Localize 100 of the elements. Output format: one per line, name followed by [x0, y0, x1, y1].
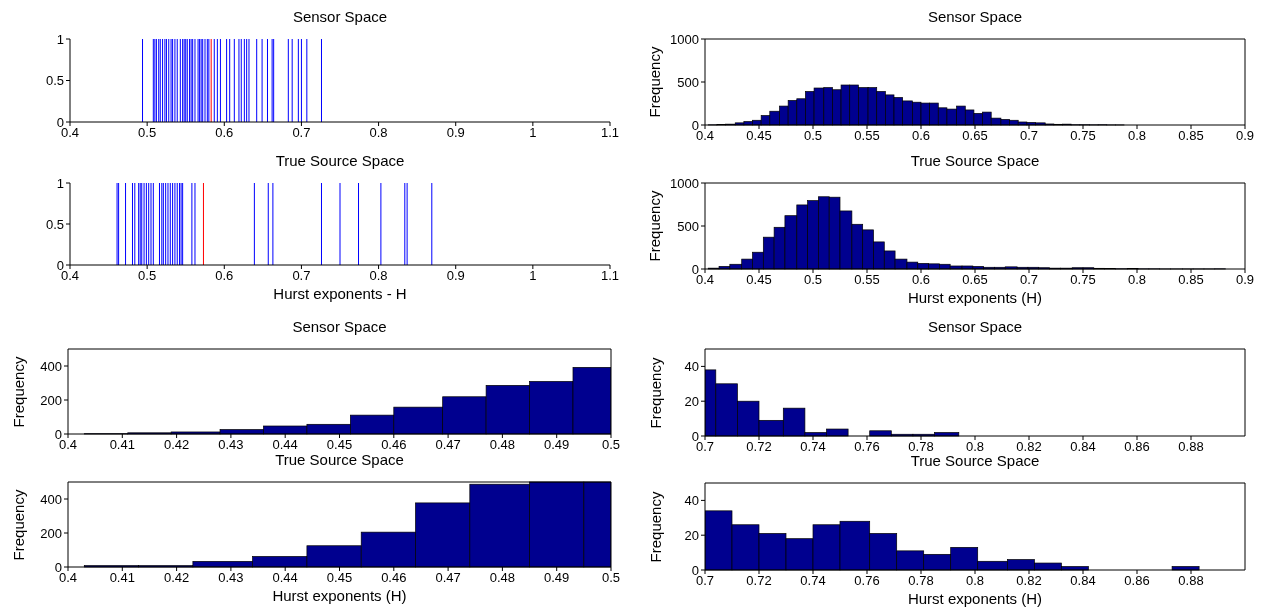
x-axis-title: Hurst exponents (H): [907, 590, 1043, 607]
x-tick-label: 0.78: [908, 439, 934, 455]
x-tick-label: 0.84: [1070, 573, 1096, 589]
x-tick-label: 0.43: [218, 437, 244, 453]
y-tick-label: 1000: [670, 175, 699, 191]
chart-title: Sensor Space: [927, 8, 1023, 25]
x-tick-label: 0.45: [746, 128, 772, 144]
x-tick-label: 1: [529, 268, 537, 284]
y-tick-label: 20: [684, 393, 699, 409]
x-tick-label: 0.41: [109, 570, 135, 586]
x-tick-label: 0.85: [1178, 128, 1204, 144]
y-axis-title: Frequency: [646, 491, 663, 562]
y-axis-title: Frequency: [646, 190, 663, 262]
y-tick-label: 20: [684, 527, 699, 543]
x-tick-label: 0.42: [163, 437, 190, 453]
x-tick-label: 0.8: [965, 439, 985, 455]
chart-title: Sensor Space: [292, 318, 387, 335]
x-axis-title: Hurst exponents - H: [273, 285, 407, 302]
x-tick-label: 0.8: [965, 573, 985, 589]
x-tick-label: 0.46: [381, 437, 407, 453]
x-tick-label: 0.5: [803, 128, 823, 144]
x-tick-label: 0.6: [911, 128, 931, 144]
y-tick-label: 1000: [670, 31, 699, 47]
x-tick-label: 0.49: [544, 437, 570, 453]
x-tick-label: 0.9: [1235, 272, 1255, 288]
x-tick-label: 0.78: [908, 573, 934, 589]
x-tick-label: 0.42: [163, 570, 190, 586]
x-tick-label: 0.55: [854, 128, 880, 144]
x-axis-title: Hurst exponents (H): [907, 289, 1043, 306]
y-tick-label: 200: [40, 525, 62, 541]
x-tick-label: 0.8: [369, 125, 388, 141]
x-tick-label: 0.75: [1070, 128, 1096, 144]
x-tick-label: 0.44: [272, 570, 298, 586]
x-tick-label: 0.7: [1019, 272, 1039, 288]
y-tick-label: 500: [677, 218, 699, 234]
x-tick-label: 0.5: [803, 272, 823, 288]
x-tick-label: 0.45: [326, 437, 353, 453]
x-tick-label: 0.55: [854, 272, 880, 288]
x-tick-label: 0.49: [544, 570, 570, 586]
x-tick-label: 0.85: [1178, 272, 1204, 288]
y-axis-title: Frequency: [646, 357, 663, 428]
x-tick-label: 0.72: [746, 573, 772, 589]
x-axis-title: Hurst exponents (H): [272, 587, 407, 604]
chart-title: Sensor Space: [292, 8, 388, 25]
y-tick-label: 400: [40, 358, 62, 374]
x-tick-label: 0.5: [601, 570, 621, 586]
x-tick-label: 1.1: [600, 125, 620, 141]
x-tick-label: 0.74: [800, 573, 826, 589]
y-tick-label: 40: [684, 359, 699, 375]
x-tick-label: 0.86: [1124, 439, 1150, 455]
x-tick-label: 0.72: [746, 439, 772, 455]
x-tick-label: 0.75: [1070, 272, 1096, 288]
y-tick-label: 400: [40, 491, 62, 507]
x-tick-label: 1.1: [600, 268, 620, 284]
x-tick-label: 0.7: [1019, 128, 1039, 144]
x-tick-label: 0.6: [911, 272, 931, 288]
chart-title: True Source Space: [275, 152, 405, 169]
x-tick-label: 0.5: [138, 268, 157, 284]
x-tick-label: 0.8: [1127, 272, 1147, 288]
x-tick-label: 0.88: [1178, 573, 1204, 589]
y-tick-label: 1: [56, 31, 64, 47]
x-tick-label: 0.9: [446, 268, 465, 284]
x-tick-label: 0.46: [381, 570, 407, 586]
x-tick-label: 0.43: [218, 570, 244, 586]
x-tick-label: 0.8: [369, 268, 388, 284]
chart-title: True Source Space: [910, 452, 1040, 469]
x-tick-label: 0.48: [489, 437, 516, 453]
x-tick-label: 0.76: [854, 573, 880, 589]
x-tick-label: 0.6: [215, 268, 234, 284]
y-tick-label: 200: [40, 392, 62, 408]
x-tick-label: 0.82: [1016, 439, 1042, 455]
x-tick-label: 0.47: [435, 570, 461, 586]
x-tick-label: 0.74: [800, 439, 826, 455]
x-tick-label: 1: [529, 125, 537, 141]
y-tick-label: 1: [56, 175, 64, 191]
x-tick-label: 0.5: [601, 437, 621, 453]
x-tick-label: 0.44: [272, 437, 298, 453]
chart-title: True Source Space: [275, 451, 404, 468]
x-tick-label: 0.88: [1178, 439, 1204, 455]
x-tick-label: 0.48: [489, 570, 516, 586]
x-tick-label: 0.45: [326, 570, 353, 586]
y-tick-label: 500: [677, 74, 699, 90]
x-tick-label: 0.45: [746, 272, 772, 288]
chart-title: Sensor Space: [927, 318, 1023, 335]
x-tick-label: 0.76: [854, 439, 880, 455]
x-tick-label: 0.7: [292, 268, 311, 284]
y-axis-title: Frequency: [646, 46, 663, 118]
y-tick-label: 0.5: [45, 216, 64, 232]
x-tick-label: 0.8: [1127, 128, 1147, 144]
x-tick-label: 0.82: [1016, 573, 1042, 589]
x-tick-label: 0.65: [962, 128, 988, 144]
x-tick-label: 0.86: [1124, 573, 1150, 589]
x-tick-label: 0.65: [962, 272, 988, 288]
x-tick-label: 0.84: [1070, 439, 1096, 455]
chart-title: True Source Space: [910, 152, 1040, 169]
x-tick-label: 0.41: [109, 437, 135, 453]
x-tick-label: 0.9: [446, 125, 465, 141]
y-axis-title: Frequency: [9, 489, 26, 560]
x-tick-label: 0.6: [215, 125, 234, 141]
x-tick-label: 0.47: [435, 437, 461, 453]
